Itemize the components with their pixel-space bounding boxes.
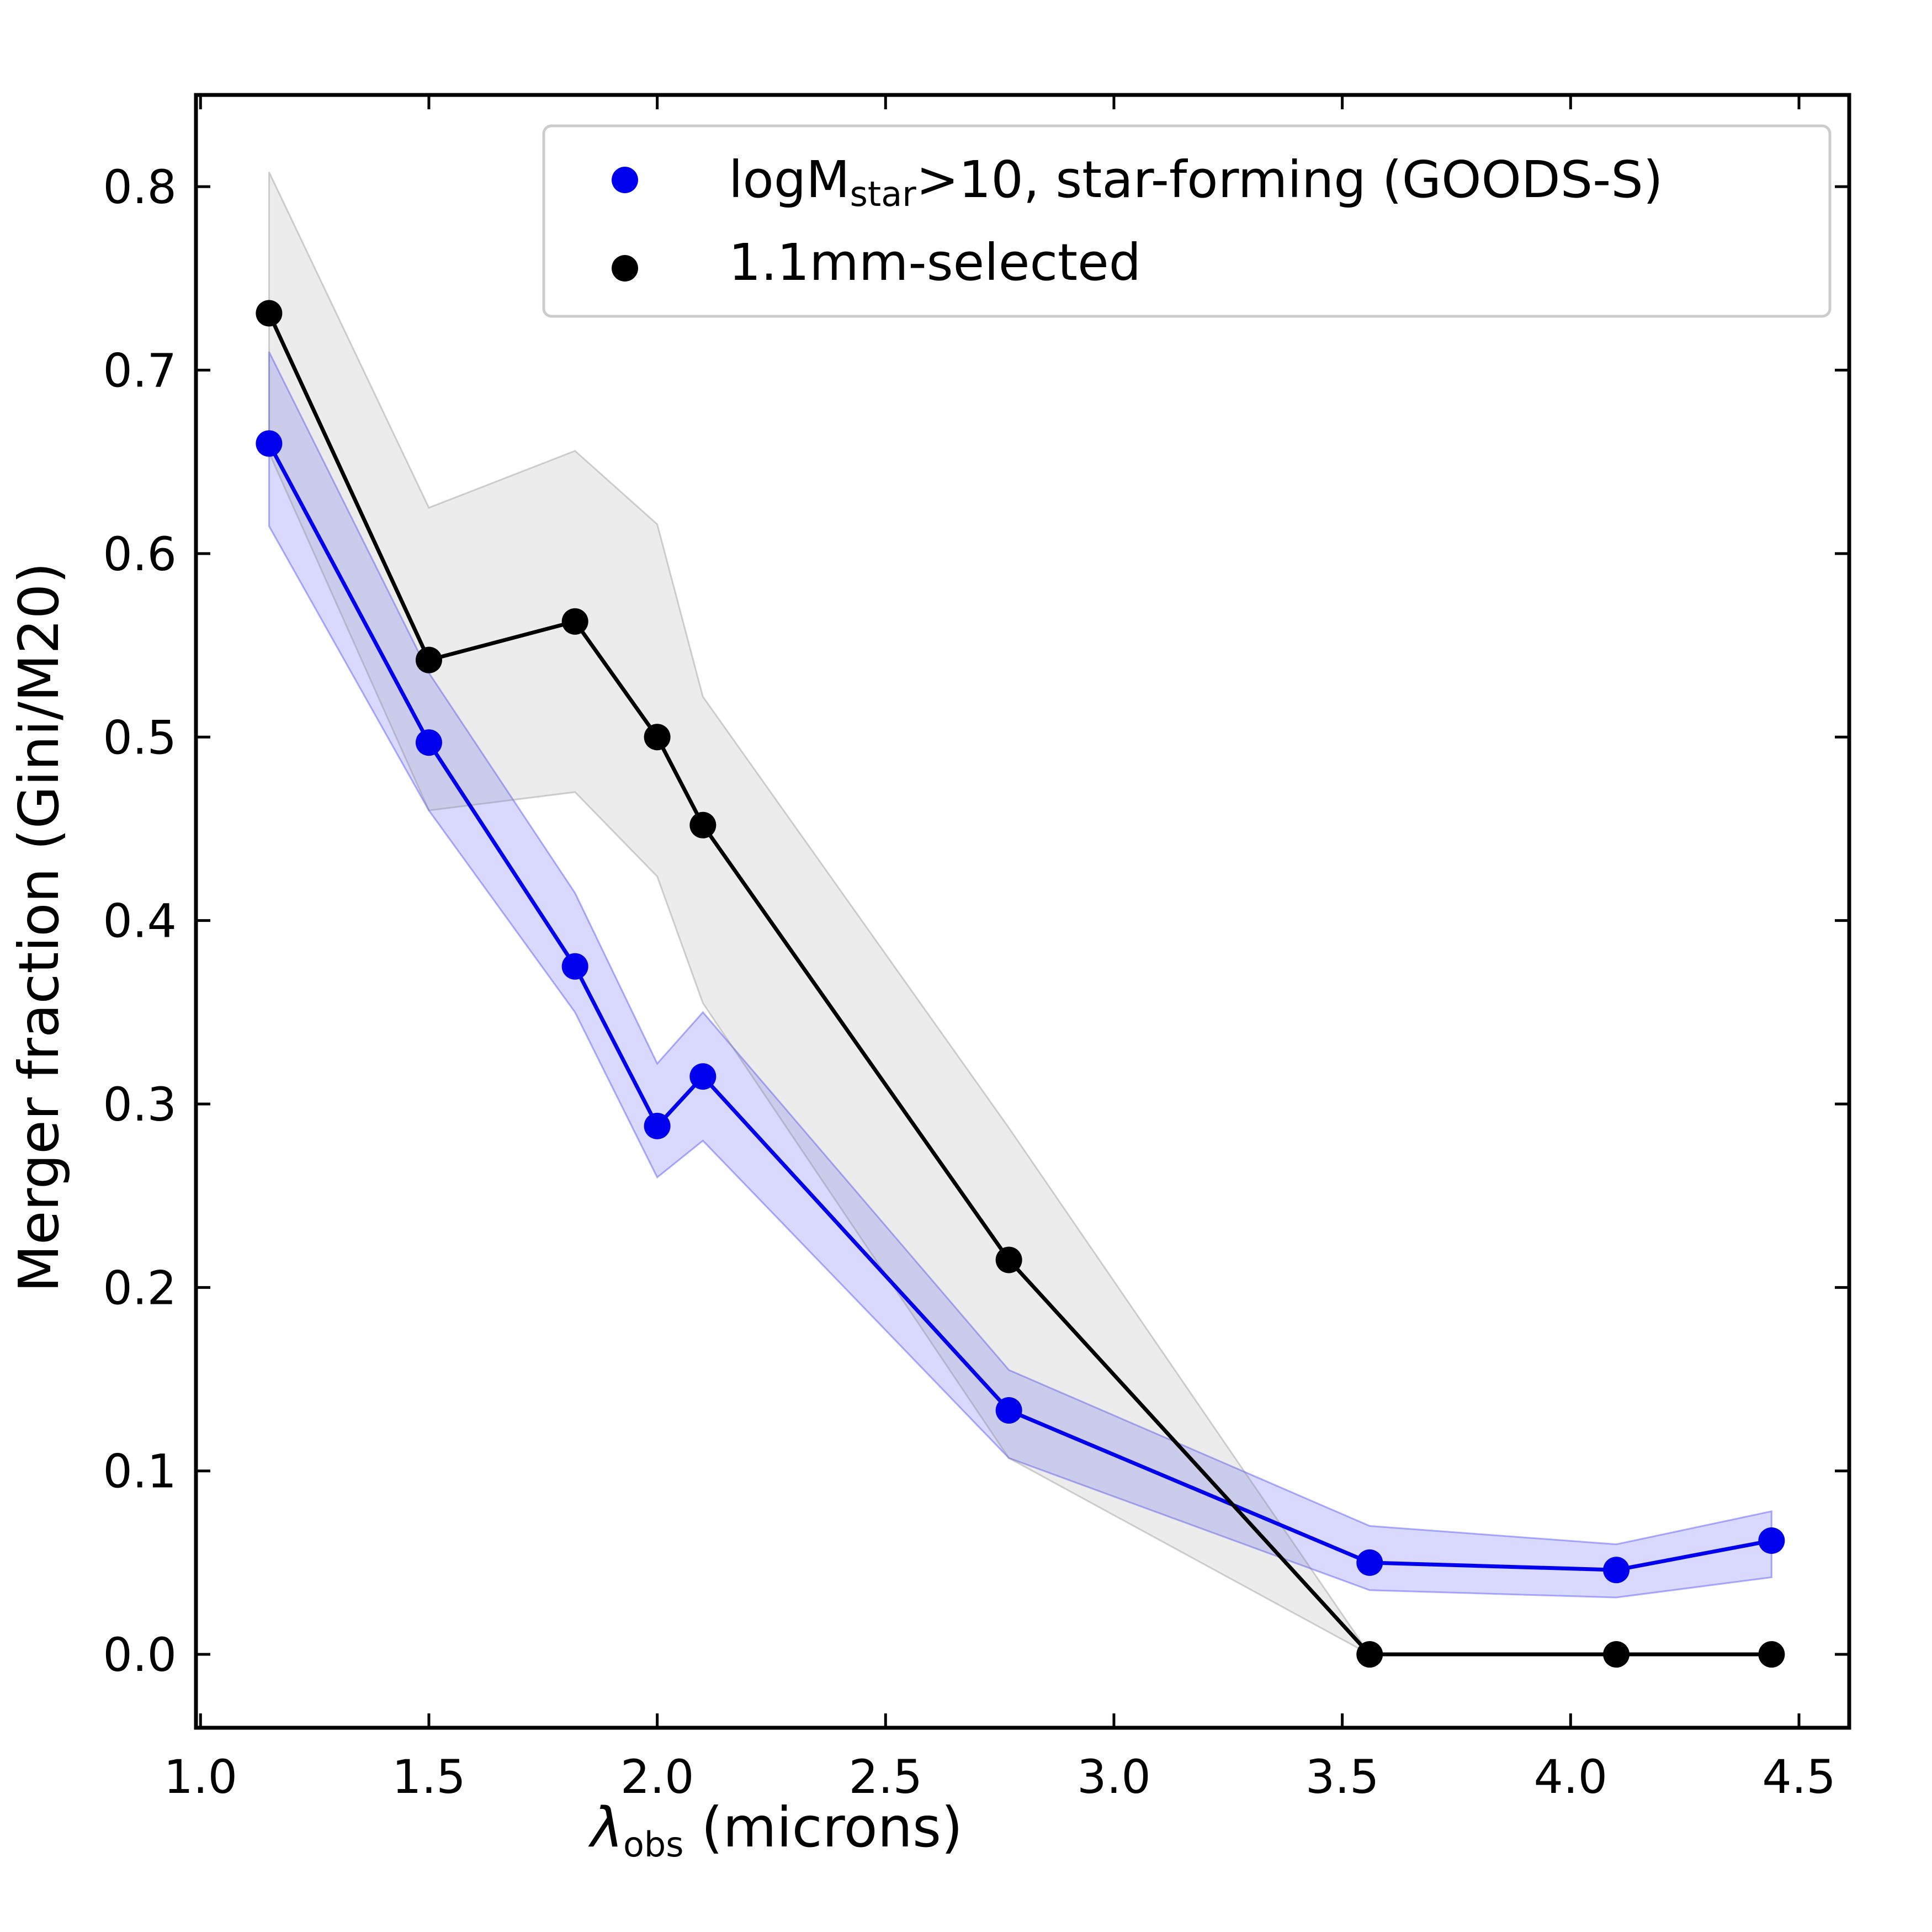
legend-marker-1mm [612, 255, 638, 282]
point-star-forming-5 [995, 1397, 1022, 1424]
point-star-forming-0 [256, 430, 283, 457]
point-1mm-8 [1758, 1641, 1785, 1668]
x-axis-label-subscript: obs [623, 1824, 684, 1865]
point-1mm-2 [561, 608, 588, 635]
x-axis-label-rest: (microns) [684, 1795, 963, 1860]
y-tick-label: 0.3 [103, 1078, 177, 1132]
x-tick-label: 4.0 [1534, 1750, 1608, 1804]
legend-label-1mm: 1.1mm-selected [729, 233, 1141, 292]
point-star-forming-2 [561, 953, 588, 980]
legend-label-star-forming: logMstar>10, star-forming (GOODS-S) [729, 150, 1663, 214]
x-tick-label: 3.5 [1305, 1750, 1379, 1804]
point-1mm-1 [415, 646, 442, 673]
legend-label-star-forming-post: >10, star-forming (GOODS-S) [916, 150, 1663, 209]
x-tick-label: 1.5 [392, 1750, 466, 1804]
y-tick-label: 0.0 [103, 1628, 177, 1682]
x-tick-label: 2.5 [848, 1750, 922, 1804]
y-axis-label: Merger fraction (Gini/M20) [7, 562, 71, 1293]
plot-frame [194, 93, 1851, 1730]
series-points [256, 300, 1785, 1668]
legend-box [542, 124, 1832, 318]
y-tick-label: 0.5 [103, 710, 177, 765]
confidence-bands [268, 171, 1772, 1655]
axis-ticks [196, 95, 1849, 1728]
point-star-forming-1 [415, 729, 442, 756]
point-1mm-3 [644, 724, 671, 751]
point-star-forming-4 [689, 1063, 716, 1090]
point-star-forming-7 [1603, 1557, 1630, 1584]
point-1mm-6 [1356, 1641, 1383, 1668]
axis-tick-labels: 1.0 1.5 2.0 2.5 3.0 3.5 4.0 4.5 0.0 0.1 0.2 0.3 0.4 0… [103, 160, 1835, 1804]
point-1mm-7 [1603, 1641, 1630, 1668]
band-1mm [268, 171, 1772, 1655]
legend-marker-star-forming [612, 167, 638, 193]
point-1mm-5 [995, 1246, 1022, 1273]
x-tick-label: 3.0 [1077, 1750, 1151, 1804]
legend-label-star-forming-pre: logM [729, 150, 850, 209]
y-tick-label: 0.1 [103, 1445, 177, 1499]
x-tick-label: 2.0 [620, 1750, 694, 1804]
y-tick-label: 0.6 [103, 527, 177, 581]
x-axis-label: λobs (microns) [588, 1795, 963, 1865]
point-1mm-4 [689, 811, 716, 838]
legend-label-star-forming-sub: star [850, 174, 917, 214]
point-star-forming-6 [1356, 1549, 1383, 1576]
x-axis-label-symbol: λ [588, 1795, 623, 1860]
y-tick-label: 0.8 [103, 160, 177, 214]
y-tick-label: 0.7 [103, 344, 177, 398]
point-1mm-0 [256, 300, 283, 327]
point-star-forming-8 [1758, 1527, 1785, 1554]
x-tick-label: 4.5 [1762, 1750, 1836, 1804]
y-tick-label: 0.2 [103, 1261, 177, 1315]
legend: logMstar>10, star-forming (GOODS-S) 1.1m… [542, 124, 1832, 318]
point-star-forming-3 [644, 1112, 671, 1139]
y-tick-label: 0.4 [103, 894, 177, 948]
x-tick-label: 1.0 [163, 1750, 237, 1804]
